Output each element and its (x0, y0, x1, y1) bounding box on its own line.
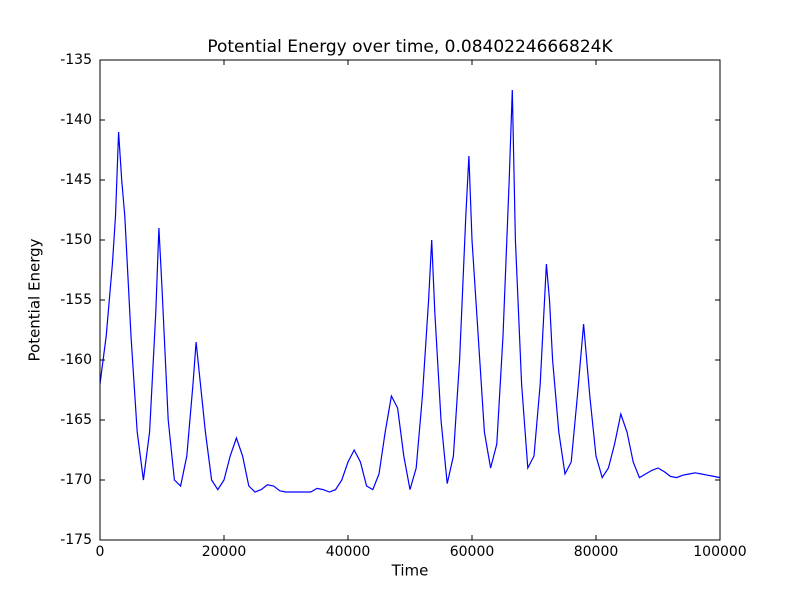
y-tick-label: -140 (60, 112, 92, 128)
x-tick-label: 100000 (693, 544, 746, 560)
x-axis-label: Time (391, 562, 429, 580)
y-axis-label: Potential Energy (26, 238, 44, 361)
x-tick-label: 60000 (450, 544, 495, 560)
y-tick-label: -155 (60, 292, 92, 308)
chart-title: Potential Energy over time, 0.0840224666… (207, 37, 613, 57)
y-tick-label: -165 (60, 412, 92, 428)
y-tick-label: -145 (60, 172, 92, 188)
y-tick-label: -135 (60, 52, 92, 68)
y-tick-label: -175 (60, 532, 92, 548)
x-tick-label: 0 (96, 544, 105, 560)
x-tick-label: 80000 (574, 544, 619, 560)
y-tick-label: -170 (60, 472, 92, 488)
y-tick-label: -150 (60, 232, 92, 248)
data-line (99, 89, 721, 493)
x-tick-label: 20000 (202, 544, 247, 560)
y-tick-label: -160 (60, 352, 92, 368)
x-tick-label: 40000 (326, 544, 371, 560)
